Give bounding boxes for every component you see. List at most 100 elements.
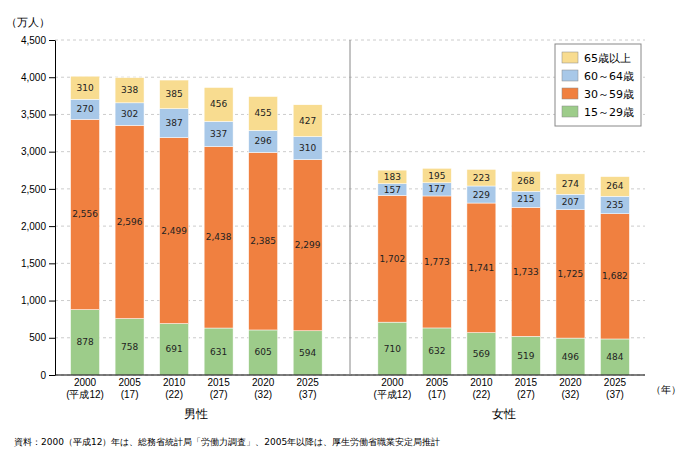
y-tick: 1,000	[21, 295, 55, 306]
legend-label: 60～64歳	[584, 70, 634, 83]
y-axis: 05001,0001,5002,0002,5003,0003,5004,0004…	[21, 35, 56, 381]
y-tick: 4,000	[21, 72, 55, 83]
y-tick-label: 2,500	[21, 184, 46, 195]
data-label: 264	[606, 181, 623, 191]
y-tick-label: 0	[40, 370, 46, 381]
data-label: 2,556	[72, 209, 98, 219]
bar-segment	[600, 339, 629, 375]
bar-segment	[160, 138, 189, 324]
legend-item: 30～59歳	[562, 88, 634, 101]
y-tick: 3,500	[21, 109, 55, 120]
data-label: 1,733	[513, 267, 539, 277]
data-labels: 8787586916316055947106325695194964842,55…	[72, 83, 628, 362]
group-separator	[350, 40, 351, 375]
bar-segment	[71, 119, 100, 309]
y-tick-mark	[49, 226, 55, 227]
bar-segment	[511, 336, 540, 375]
x-tick-label-line: (17)	[121, 389, 139, 400]
x-tick-label: 2000(平成12)	[66, 377, 104, 400]
bar-segment	[293, 137, 322, 160]
bar-segment	[378, 184, 407, 196]
data-label: 183	[384, 172, 401, 182]
data-label: 338	[121, 85, 138, 95]
data-label: 177	[428, 184, 445, 194]
group-label: 女性	[492, 407, 516, 421]
x-tick-label: 2010(22)	[470, 377, 493, 400]
x-tick-label-line: (27)	[210, 389, 228, 400]
data-label: 1,773	[424, 257, 450, 267]
data-label: 223	[473, 173, 490, 183]
x-tick: 2025(37)	[297, 377, 320, 400]
data-label: 427	[299, 116, 316, 126]
data-label: 710	[384, 344, 401, 354]
bar-segment	[293, 160, 322, 331]
x-tick-label: 2015(27)	[515, 377, 538, 400]
x-tick: 2000(平成12)	[373, 377, 411, 400]
x-tick-label: 2005(17)	[118, 377, 141, 400]
bar-segment	[115, 319, 144, 375]
x-tick: 2020(32)	[252, 377, 275, 400]
data-label: 195	[428, 171, 445, 181]
x-tick-label-line: (37)	[606, 389, 624, 400]
x-tick-label-line: 2025	[297, 377, 320, 388]
y-tick-label: 1,500	[21, 258, 46, 269]
bar-segment	[115, 78, 144, 103]
legend-swatch	[562, 52, 578, 63]
legend-item: 65歳以上	[562, 52, 631, 65]
x-tick-label: 2020(32)	[252, 377, 275, 400]
group-label: 男性	[184, 407, 208, 421]
x-tick-label: 2000(平成12)	[373, 377, 411, 400]
y-tick-mark	[49, 301, 55, 302]
x-tick-label-line: 2010	[163, 377, 186, 388]
y-tick: 1,500	[21, 258, 55, 269]
x-tick-label-line: 2005	[426, 377, 449, 388]
y-tick-label: 500	[29, 332, 46, 343]
x-tick-label-line: (32)	[254, 389, 272, 400]
x-tick: 2005(17)	[426, 377, 449, 400]
bar-segment	[204, 328, 233, 375]
data-label: 569	[473, 349, 490, 359]
data-label: 274	[562, 179, 579, 189]
y-tick-mark	[49, 189, 55, 190]
bar-segment	[204, 147, 233, 328]
legend-swatch	[562, 88, 578, 99]
data-label: 302	[121, 109, 138, 119]
x-tick-label-line: (17)	[428, 389, 446, 400]
x-tick-label-line: 2015	[207, 377, 230, 388]
y-tick-label: 4,500	[21, 35, 46, 46]
bar-segment	[293, 331, 322, 375]
y-tick-mark	[49, 263, 55, 264]
x-tick: 2005(17)	[118, 377, 141, 400]
legend-label: 15～29歳	[584, 106, 634, 119]
legend-item: 15～29歳	[562, 106, 634, 119]
data-label: 456	[210, 99, 227, 109]
x-tick-label: 2005(17)	[426, 377, 449, 400]
data-label: 310	[299, 143, 316, 153]
data-label: 594	[299, 348, 316, 358]
data-label: 496	[562, 352, 579, 362]
x-tick-label-line: 2015	[515, 377, 538, 388]
data-label: 310	[76, 83, 93, 93]
data-label: 385	[165, 89, 182, 99]
x-tick-label-line: (22)	[165, 389, 183, 400]
x-axis: 2000(平成12) 2005(17) 2010(22) 2015(27) 2020(3…	[66, 377, 319, 400]
bar-segment	[511, 207, 540, 336]
bar-segment	[378, 322, 407, 375]
legend: 65歳以上 60～64歳 30～59歳 15～29歳	[555, 44, 641, 126]
data-label: 878	[76, 337, 93, 347]
data-label: 484	[606, 352, 623, 362]
data-label: 270	[76, 104, 93, 114]
data-label: 1,741	[469, 263, 495, 273]
bar-segment	[422, 168, 451, 183]
data-label: 691	[165, 344, 182, 354]
y-tick-mark	[49, 375, 55, 376]
x-tick-label-line: 2025	[604, 377, 627, 388]
x-tick-label-line: 2010	[470, 377, 493, 388]
x-tick-label-line: (平成12)	[373, 389, 411, 400]
x-tick: 2000(平成12)	[66, 377, 104, 400]
data-label: 1,725	[558, 269, 584, 279]
x-tick-label-line: (32)	[562, 389, 580, 400]
x-tick-label-line: 2000	[381, 377, 404, 388]
x-tick: 2020(32)	[559, 377, 582, 400]
chart: 05001,0001,5002,0002,5003,0003,5004,0004…	[0, 0, 700, 453]
